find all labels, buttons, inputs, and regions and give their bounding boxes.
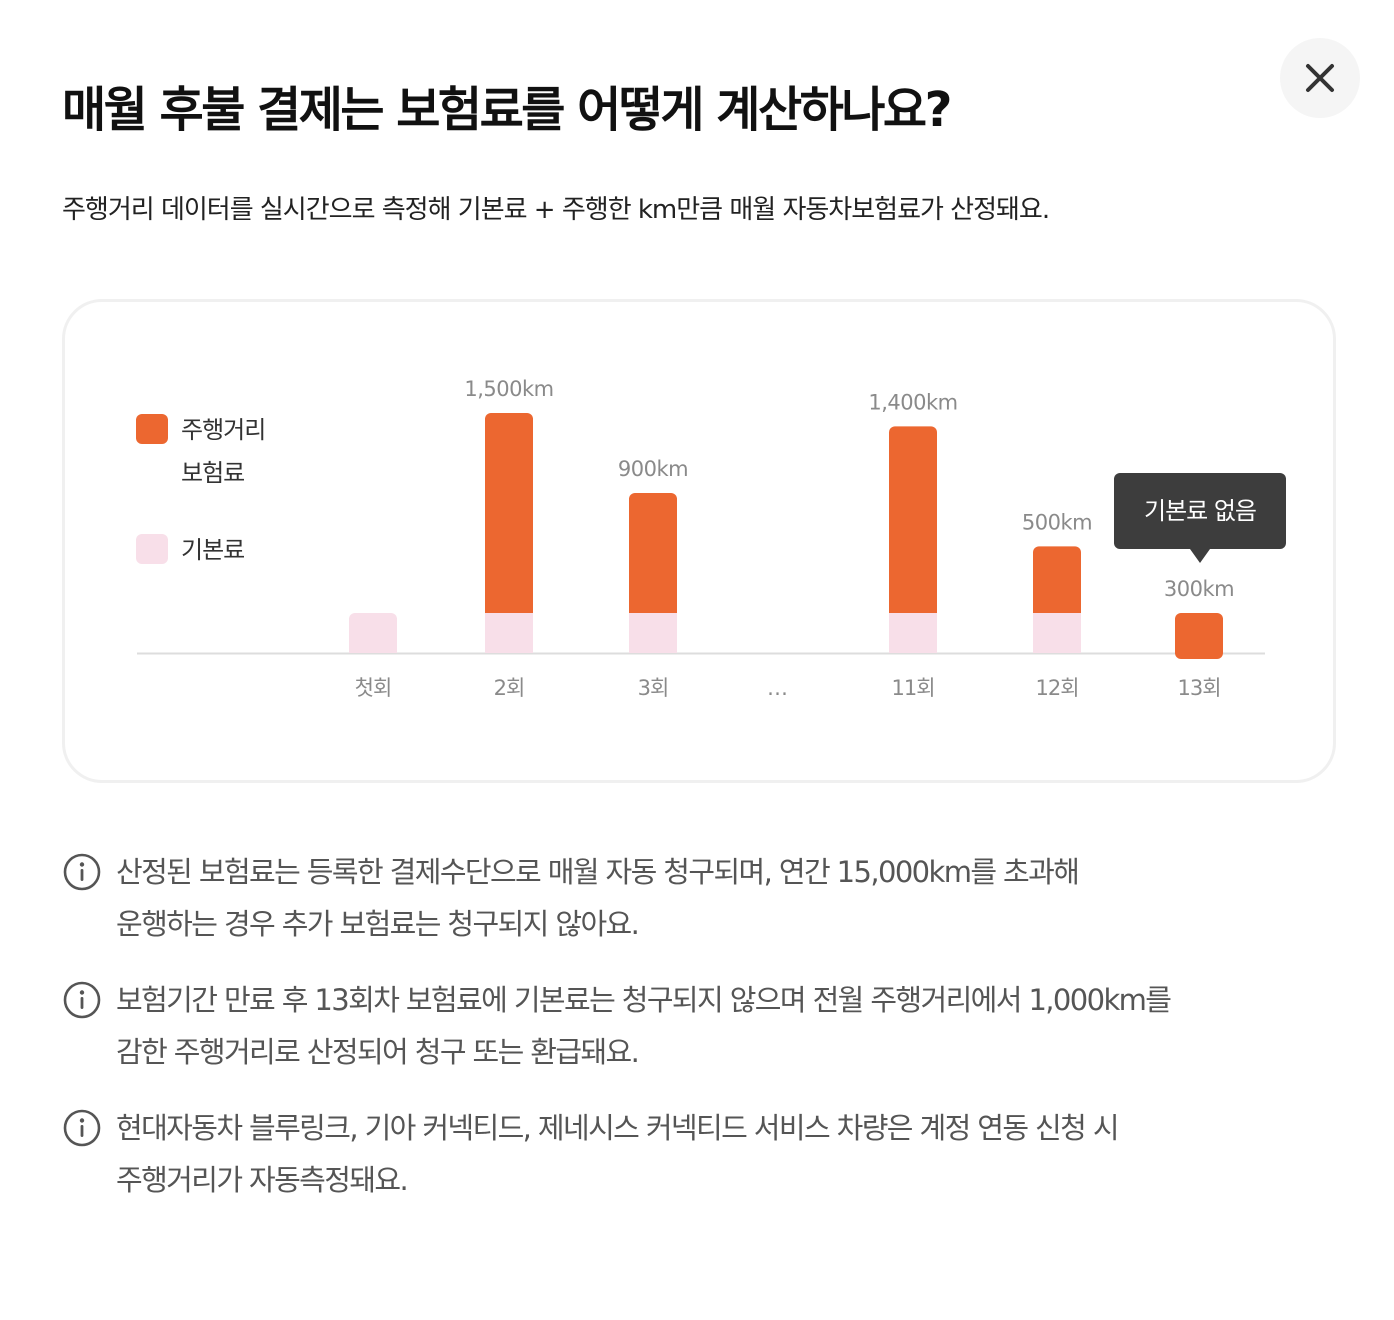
x-tick-label: 첫회 <box>355 676 392 700</box>
note-line: 운행하는 경우 추가 보험료는 청구되지 않아요. <box>116 907 640 941</box>
bar-mileage <box>889 426 937 619</box>
data-label: 1,400km <box>868 390 957 414</box>
data-label: 900km <box>618 457 688 481</box>
x-tick-label: … <box>767 676 787 700</box>
x-tick-label: 12회 <box>1035 676 1078 700</box>
data-label: 500km <box>1022 510 1092 534</box>
info-icon <box>63 1109 101 1147</box>
bar-base <box>1033 613 1081 653</box>
bar-base <box>889 613 937 653</box>
data-label: 300km <box>1164 577 1234 601</box>
note-line: 보험기간 만료 후 13회차 보험료에 기본료는 청구되지 않으며 전월 주행거… <box>116 983 1172 1017</box>
bar-mileage-square <box>1175 647 1223 653</box>
info-icon <box>63 853 101 891</box>
x-tick-label: 11회 <box>891 676 934 700</box>
legend-swatch <box>136 414 168 444</box>
page-title: 매월 후불 결제는 보험료를 어떻게 계산하나요? <box>62 82 952 138</box>
tooltip-arrow <box>1190 549 1210 564</box>
legend-label: 기본료 <box>181 536 244 564</box>
note-item: 산정된 보험료는 등록한 결제수단으로 매월 자동 청구되며, 연간 15,00… <box>62 846 1382 950</box>
bar-base-square <box>349 647 397 653</box>
data-label: 1,500km <box>464 377 553 401</box>
x-tick-label: 13회 <box>1177 676 1220 700</box>
x-tick-label: 3회 <box>638 676 669 700</box>
legend-label: 주행거리 <box>181 416 265 444</box>
x-tick-label: 2회 <box>494 676 525 700</box>
notes-list: 산정된 보험료는 등록한 결제수단으로 매월 자동 청구되며, 연간 15,00… <box>62 846 1382 1230</box>
bar-mileage <box>1033 546 1081 619</box>
bar-base <box>629 613 677 653</box>
bar-base <box>485 613 533 653</box>
note-line: 주행거리가 자동측정돼요. <box>116 1163 409 1197</box>
page-subtitle: 주행거리 데이터를 실시간으로 측정해 기본료 + 주행한 km만큼 매월 자동… <box>62 195 1050 225</box>
bar-mileage <box>629 493 677 619</box>
close-button[interactable] <box>1280 38 1360 118</box>
bar-mileage <box>485 413 533 619</box>
legend-label: 보험료 <box>181 459 244 487</box>
info-icon <box>63 981 101 1019</box>
note-item: 현대자동차 블루링크, 기아 커넥티드, 제네시스 커넥티드 서비스 차량은 계… <box>62 1102 1382 1206</box>
note-item: 보험기간 만료 후 13회차 보험료에 기본료는 청구되지 않으며 전월 주행거… <box>62 974 1382 1078</box>
tooltip-box <box>1114 473 1286 550</box>
note-line: 현대자동차 블루링크, 기아 커넥티드, 제네시스 커넥티드 서비스 차량은 계… <box>116 1111 1120 1145</box>
legend-swatch <box>136 534 168 564</box>
close-icon <box>1306 64 1334 92</box>
tooltip-text: 기본료 없음 <box>1144 497 1256 525</box>
bar-base <box>349 613 397 653</box>
note-line: 감한 주행거리로 산정되어 청구 또는 환급돼요. <box>116 1035 640 1069</box>
note-line: 산정된 보험료는 등록한 결제수단으로 매월 자동 청구되며, 연간 15,00… <box>116 855 1080 889</box>
